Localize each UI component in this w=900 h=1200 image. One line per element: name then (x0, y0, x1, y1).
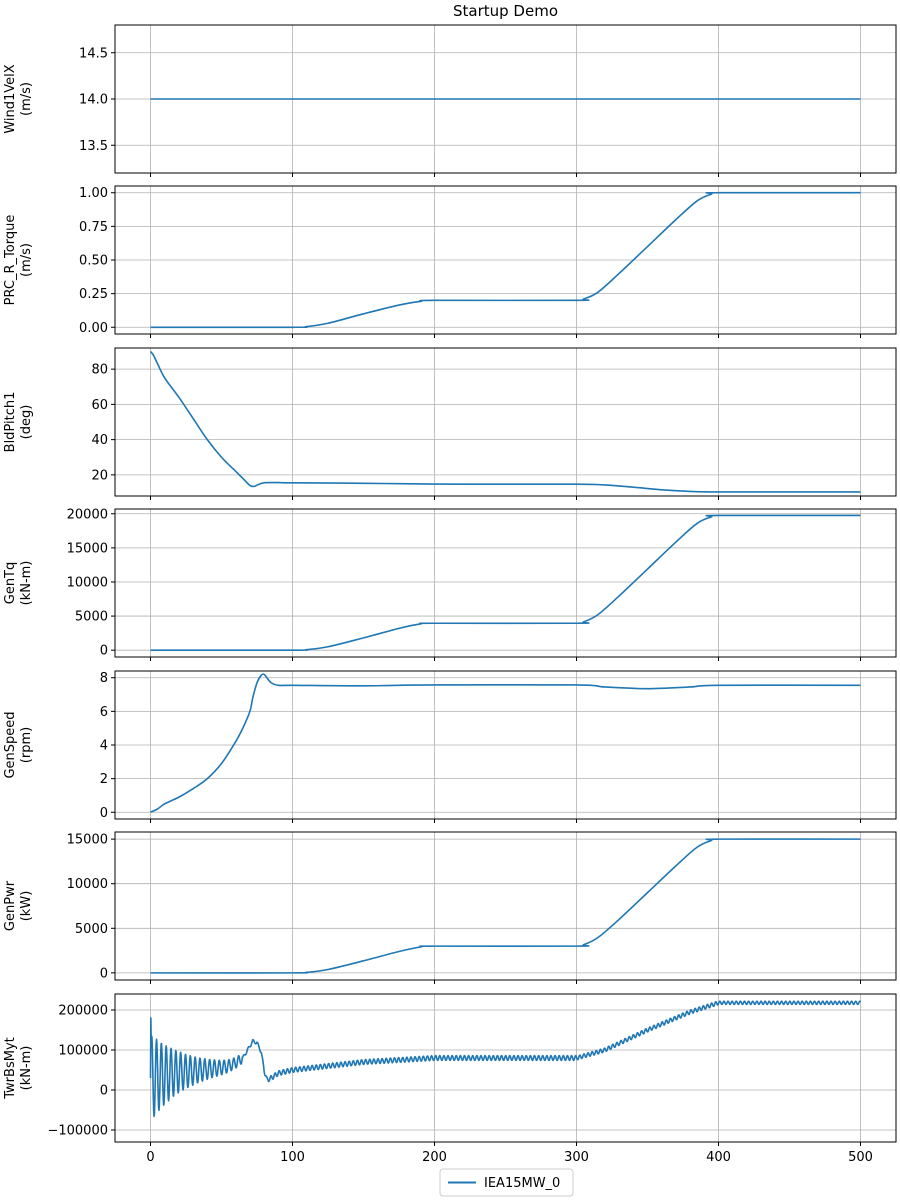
legend-frame (439, 1168, 574, 1197)
y-tick-label: 100000 (58, 1044, 108, 1059)
series-line (149, 350, 861, 493)
y-axis-label-unit: (kW) (19, 891, 34, 922)
y-axis-label: TwrBsMyt(kN-m) (3, 1037, 34, 1099)
axes-frame (114, 347, 897, 497)
y-tick-label: 0 (100, 806, 108, 821)
chart-panels: 13.514.014.5Wind1VelX(m/s)0.000.250.500.… (3, 24, 897, 1165)
axes-frame (114, 831, 897, 981)
y-tick-label: 14.5 (79, 46, 108, 61)
series-line (150, 191, 861, 329)
y-axis-label-unit: (rpm) (19, 727, 34, 763)
y-tick-label: 15000 (67, 833, 108, 848)
y-axis-label-name: PRC_R_Torque (3, 215, 18, 306)
y-tick-label: 10000 (67, 575, 108, 590)
y-axis-label-name: TwrBsMyt (3, 1037, 18, 1099)
chart-legend: IEA15MW_0 (439, 1168, 574, 1197)
panel-gentq: 0 5000 10000 15000 20000 GenTq(kN-m) (3, 507, 897, 661)
series-line (150, 673, 861, 813)
chart-title: Startup Demo (453, 2, 558, 20)
y-tick-label: 60 (91, 398, 108, 413)
y-tick-label: 20 (91, 468, 108, 483)
y-tick-label: 80 (91, 363, 108, 378)
y-axis-label: PRC_R_Torque(m/s) (3, 215, 34, 306)
y-tick-label: 5000 (75, 610, 108, 625)
series-line (150, 514, 861, 652)
series-line (149, 1000, 862, 1118)
panel-pitch: 20 40 60 80 BldPitch1(deg) (3, 347, 897, 500)
y-tick-label: 5000 (75, 922, 108, 937)
y-tick-label: 40 (91, 433, 108, 448)
y-tick-label: 8 (100, 671, 108, 686)
y-axis-label-name: BldPitch1 (3, 392, 18, 453)
y-axis-label-unit: (kN-m) (19, 561, 34, 606)
y-axis-label-unit: (deg) (19, 405, 34, 440)
y-tick-label: 1.00 (79, 186, 108, 201)
y-tick-label: 200000 (58, 1004, 108, 1019)
y-tick-label: 0 (100, 966, 108, 981)
y-axis-label-name: GenPwr (3, 880, 18, 931)
x-tick-label: 100 (280, 1150, 305, 1165)
panel-twrbsmyt: −100000 0 100000 200000 0 100 200 300 400 500 TwrB… (3, 993, 897, 1165)
y-tick-label: 10000 (67, 877, 108, 892)
panel-wind: 13.5 14.0 14.5 Wind1VelX(m/s) (3, 24, 897, 177)
axes-frame (114, 508, 897, 658)
y-axis-label-name: Wind1VelX (3, 64, 18, 133)
y-tick-label: 0 (100, 1084, 108, 1099)
panel-genpwr: 0 5000 10000 15000 GenPwr(kW) (3, 831, 897, 984)
y-axis-label-unit: (kN-m) (19, 1046, 34, 1091)
x-tick-label: 200 (422, 1150, 447, 1165)
panel-genspeed: 0 2 4 6 8 GenSpeed(rpm) (3, 670, 897, 823)
y-axis-label: GenSpeed(rpm) (3, 711, 34, 778)
y-tick-label: −100000 (47, 1124, 108, 1139)
y-tick-label: 13.5 (79, 139, 108, 154)
panel-prc: 0.00 0.25 0.50 0.75 1.00 PRC_R_Torque(m/s) (3, 185, 897, 338)
y-tick-label: 0.00 (79, 321, 108, 336)
y-axis-label-name: GenSpeed (3, 711, 18, 778)
y-axis-label: BldPitch1(deg) (3, 392, 34, 453)
y-tick-label: 14.0 (79, 93, 108, 108)
y-tick-label: 0 (100, 644, 108, 659)
y-axis-label-name: GenTq (3, 562, 18, 605)
y-axis-label-unit: (m/s) (19, 82, 34, 116)
x-tick-label: 0 (146, 1150, 154, 1165)
y-axis-label: GenTq(kN-m) (3, 561, 34, 606)
y-axis-label: Wind1VelX(m/s) (3, 64, 34, 133)
x-tick-label: 500 (848, 1150, 873, 1165)
legend-entry: IEA15MW_0 (484, 1176, 560, 1191)
y-tick-label: 20000 (67, 507, 108, 522)
x-tick-label: 300 (564, 1150, 589, 1165)
series-line (150, 838, 861, 974)
y-axis-label-unit: (m/s) (19, 243, 34, 277)
y-tick-label: 6 (100, 705, 108, 720)
y-tick-label: 0.75 (79, 220, 108, 235)
y-tick-label: 4 (100, 739, 108, 754)
y-tick-label: 2 (100, 772, 108, 787)
y-tick-label: 0.50 (79, 254, 108, 269)
y-tick-label: 0.25 (79, 287, 108, 302)
axes-frame (114, 993, 897, 1143)
y-axis-label: GenPwr(kW) (3, 880, 34, 931)
y-tick-label: 15000 (67, 541, 108, 556)
x-tick-label: 400 (706, 1150, 731, 1165)
